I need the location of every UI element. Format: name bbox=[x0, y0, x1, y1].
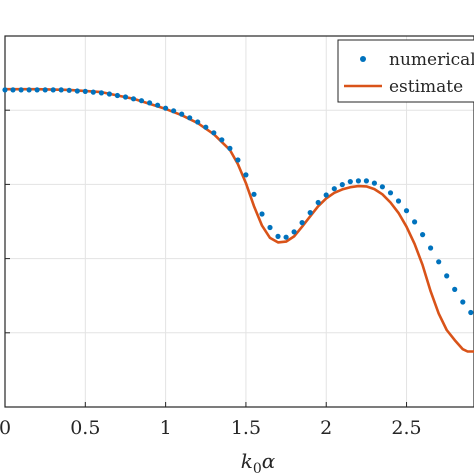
numerical-point bbox=[82, 88, 88, 94]
numerical-point bbox=[106, 91, 112, 97]
numerical-point bbox=[251, 191, 257, 197]
numerical-point bbox=[74, 88, 80, 94]
series-estimate bbox=[5, 87, 474, 353]
numerical-point bbox=[403, 208, 410, 214]
numerical-point bbox=[371, 180, 377, 186]
numerical-point bbox=[90, 89, 96, 95]
numerical-point bbox=[379, 184, 385, 190]
numerical-point bbox=[195, 119, 201, 125]
numerical-point bbox=[18, 87, 24, 93]
numerical-point bbox=[452, 286, 458, 292]
series-numerical bbox=[2, 87, 474, 316]
numerical-point bbox=[428, 245, 434, 251]
numerical-point bbox=[460, 299, 466, 305]
numerical-point bbox=[219, 137, 225, 143]
numerical-point bbox=[130, 96, 137, 102]
numerical-point bbox=[203, 124, 209, 130]
numerical-point bbox=[315, 199, 321, 206]
legend-box bbox=[337, 39, 474, 103]
numerical-point bbox=[363, 178, 369, 184]
numerical-point bbox=[10, 87, 16, 93]
x-tick-label: 2.5 bbox=[391, 417, 421, 439]
plot-frame bbox=[4, 35, 474, 408]
numerical-point bbox=[275, 233, 281, 239]
numerical-point bbox=[307, 210, 313, 216]
numerical-point bbox=[235, 157, 241, 163]
numerical-point bbox=[155, 102, 161, 108]
numerical-point bbox=[436, 259, 442, 265]
numerical-point bbox=[267, 224, 273, 231]
numerical-point bbox=[50, 87, 56, 93]
numerical-point bbox=[331, 186, 337, 192]
x-tick-label: 0.5 bbox=[70, 417, 100, 439]
x-tick-label: 1.5 bbox=[231, 417, 261, 439]
numerical-point bbox=[444, 273, 450, 279]
estimate-line bbox=[5, 87, 474, 353]
x-tick-label: 0 bbox=[0, 417, 11, 439]
numerical-point bbox=[283, 234, 289, 240]
numerical-point bbox=[387, 190, 394, 196]
numerical-point bbox=[26, 87, 32, 93]
numerical-point bbox=[122, 94, 129, 100]
legend-marker-numerical bbox=[360, 56, 366, 62]
numerical-point bbox=[171, 108, 177, 114]
numerical-point bbox=[163, 105, 169, 111]
numerical-point bbox=[138, 98, 145, 104]
numerical-point bbox=[355, 178, 361, 184]
x-ticks: 0 0.5 1 1.5 2 2.5 bbox=[0, 109, 422, 439]
legend-label-numerical: numerical bbox=[389, 50, 474, 70]
numerical-point bbox=[420, 232, 426, 238]
numerical-point bbox=[147, 100, 153, 106]
numerical-point bbox=[227, 145, 233, 151]
numerical-point bbox=[347, 179, 353, 185]
numerical-point bbox=[243, 172, 249, 178]
numerical-point bbox=[211, 130, 217, 136]
numerical-point bbox=[114, 92, 120, 99]
numerical-point bbox=[468, 309, 474, 316]
x-axis-label: k0α bbox=[241, 449, 276, 474]
numerical-point bbox=[291, 229, 297, 235]
numerical-point bbox=[58, 87, 64, 93]
numerical-point bbox=[2, 87, 8, 93]
legend: numerical estimate bbox=[337, 39, 474, 103]
numerical-point bbox=[259, 211, 265, 217]
numerical-point bbox=[98, 90, 104, 96]
numerical-point bbox=[34, 87, 40, 93]
x-tick-label: 1 bbox=[160, 417, 172, 439]
numerical-point bbox=[395, 198, 402, 204]
numerical-point bbox=[339, 182, 345, 188]
numerical-point bbox=[187, 115, 193, 121]
numerical-point bbox=[412, 219, 418, 225]
x-tick-label: 2 bbox=[320, 417, 332, 439]
numerical-point bbox=[42, 87, 48, 93]
numerical-point bbox=[323, 192, 329, 198]
numerical-point bbox=[66, 87, 72, 93]
numerical-point bbox=[179, 111, 185, 117]
legend-label-estimate: estimate bbox=[389, 77, 463, 97]
numerical-point bbox=[299, 220, 305, 226]
